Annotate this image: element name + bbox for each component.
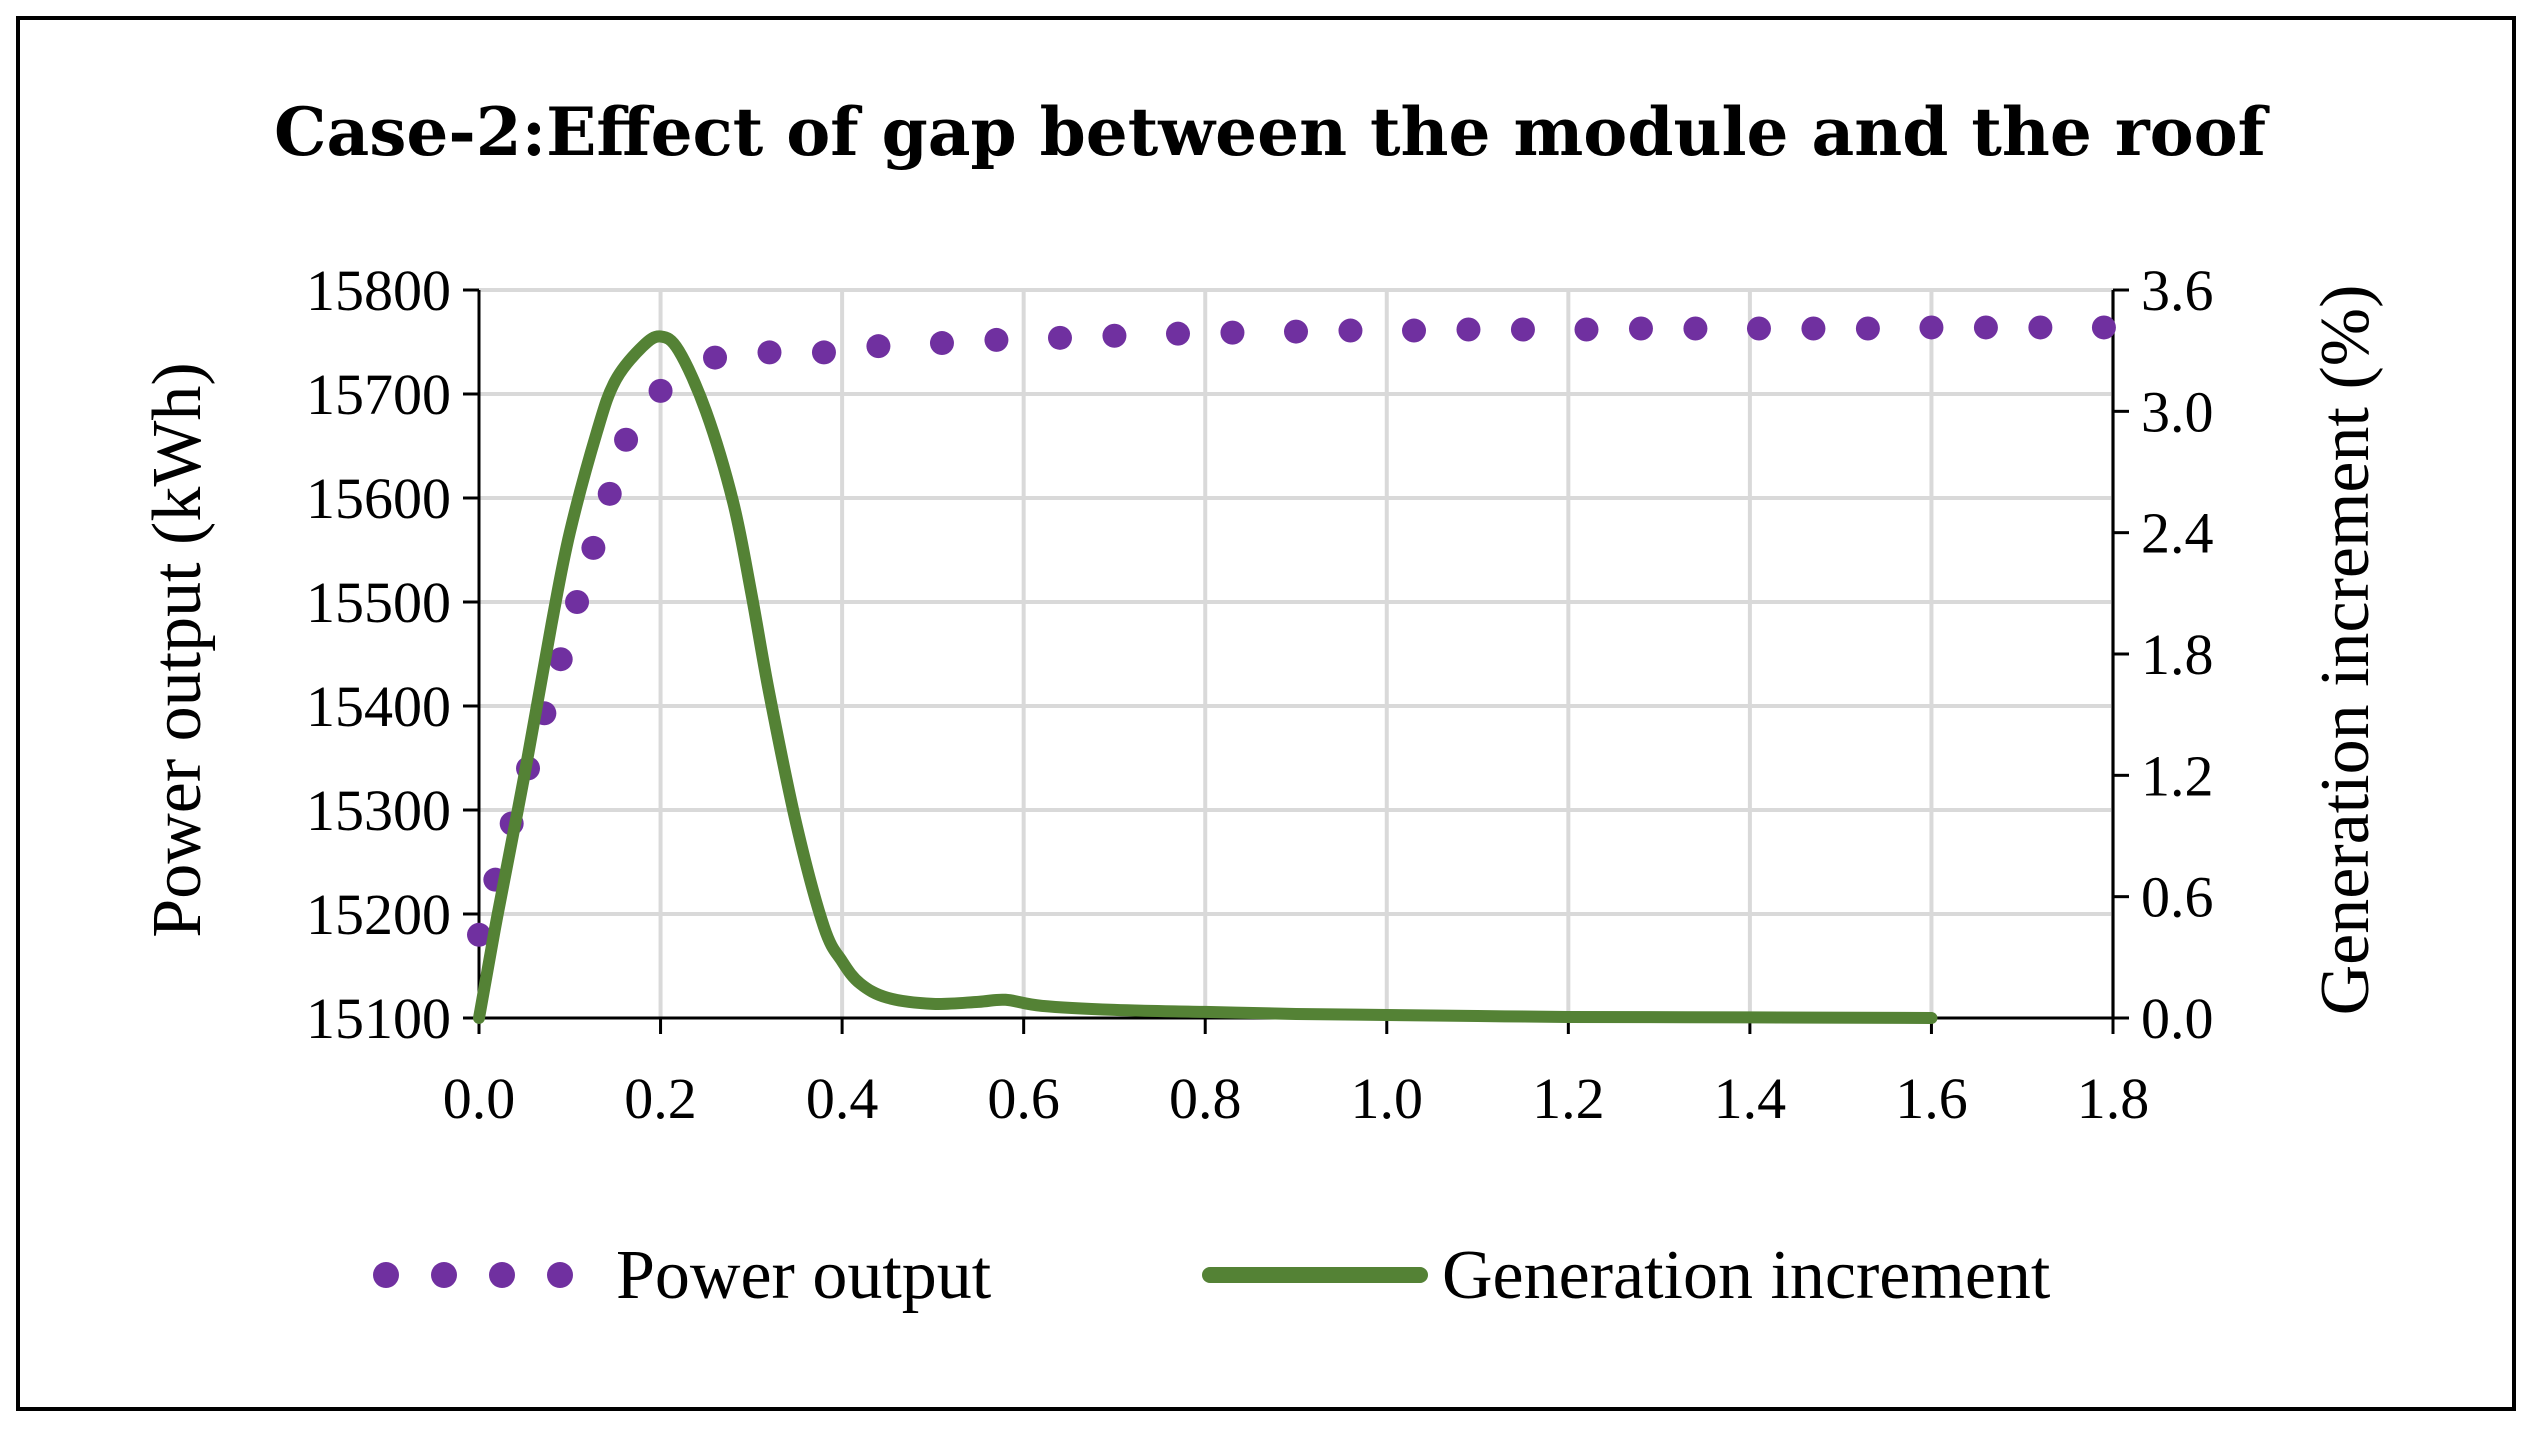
y-tick-label: 15200 <box>306 882 451 947</box>
x-tick-label: 1.2 <box>1532 1066 1605 1131</box>
power-output-point <box>1746 316 1771 341</box>
y2-tick-label: 0.6 <box>2141 865 2214 930</box>
power-output-point <box>467 922 491 947</box>
power-output-point <box>1165 321 1190 346</box>
power-output-point <box>2028 315 2053 340</box>
power-output-point <box>1102 323 1127 348</box>
y2-tick-label: 0.0 <box>2141 986 2214 1051</box>
power-output-point <box>1510 317 1535 342</box>
power-output-point <box>811 340 836 365</box>
legend-label-power-output: Power output <box>616 1237 992 1314</box>
power-output-point <box>1801 316 1826 341</box>
power-output-point <box>866 334 891 359</box>
legend-label-generation-increment: Generation increment <box>1442 1237 2051 1314</box>
x-tick-label: 1.0 <box>1351 1066 1424 1131</box>
legend: Power output Generation increment <box>373 1237 2051 1314</box>
x-tick-label: 1.8 <box>2077 1066 2150 1131</box>
generation-increment-line <box>473 330 1938 1024</box>
power-output-point <box>548 647 573 672</box>
legend-dot <box>431 1262 457 1288</box>
power-output-point <box>597 481 622 506</box>
power-output-point <box>1628 316 1653 341</box>
power-output-point <box>581 535 606 560</box>
y-tick-label: 15800 <box>306 258 451 323</box>
y-tick-label: 15300 <box>306 778 451 843</box>
power-output-point <box>1338 318 1363 343</box>
power-output-point <box>648 378 673 403</box>
power-output-point <box>1973 315 1998 340</box>
legend-dot <box>489 1262 515 1288</box>
series-generation-increment <box>473 330 1938 1024</box>
power-output-point <box>1456 317 1481 342</box>
legend-dot <box>547 1262 573 1288</box>
x-tick-label: 0.4 <box>806 1066 879 1131</box>
x-tick-label: 1.4 <box>1714 1066 1787 1131</box>
y2-tick-label: 2.4 <box>2141 501 2214 566</box>
y2-tick-label: 3.0 <box>2141 379 2214 444</box>
x-tick-label: 0.0 <box>443 1066 516 1131</box>
power-output-point <box>1855 316 1880 341</box>
power-output-point <box>929 331 954 356</box>
power-output-point <box>1574 317 1599 342</box>
power-output-point <box>1919 315 1944 340</box>
y-tick-label: 15500 <box>306 570 451 635</box>
power-output-point <box>2091 315 2116 340</box>
power-output-point <box>1220 320 1245 345</box>
power-output-point <box>703 345 728 370</box>
legend-dot <box>373 1262 399 1288</box>
x-tick-label: 0.2 <box>624 1066 697 1131</box>
y-tick-label: 15600 <box>306 466 451 531</box>
grid <box>479 288 2115 1018</box>
chart-title: Case-2:Effect of gap between the module … <box>274 93 2270 171</box>
x-tick-label: 0.6 <box>987 1066 1060 1131</box>
y2-tick-label: 1.8 <box>2141 622 2214 687</box>
power-output-point <box>757 340 782 365</box>
power-output-point <box>1683 316 1708 341</box>
chart-canvas: Case-2:Effect of gap between the module … <box>139 93 2384 1314</box>
power-output-point <box>1047 325 1072 350</box>
x-tick-label: 0.8 <box>1169 1066 1242 1131</box>
power-output-point <box>984 327 1009 352</box>
chart-frame: Case-2:Effect of gap between the module … <box>16 16 2516 1411</box>
power-output-point <box>565 590 590 614</box>
y2-tick-label: 1.2 <box>2141 743 2214 808</box>
tick-labels: 0.0 0.2 0.4 0.6 0.8 1.0 1.2 1.4 1.6 1.8 15100 15200… <box>306 258 2214 1131</box>
y-tick-label: 15100 <box>306 986 451 1051</box>
series-power-output <box>467 315 2116 947</box>
x-tick-label: 1.6 <box>1895 1066 1968 1131</box>
y-tick-label: 15400 <box>306 674 451 739</box>
y-tick-label: 15700 <box>306 362 451 427</box>
y2-tick-label: 3.6 <box>2141 258 2214 323</box>
y-axis-title: Power output (kWh) <box>139 362 216 937</box>
power-output-point <box>1284 319 1308 344</box>
y2-axis-title: Generation increment (%) <box>2307 285 2384 1016</box>
power-output-point <box>614 427 639 452</box>
axes <box>463 288 2129 1034</box>
power-output-point <box>1402 318 1427 343</box>
